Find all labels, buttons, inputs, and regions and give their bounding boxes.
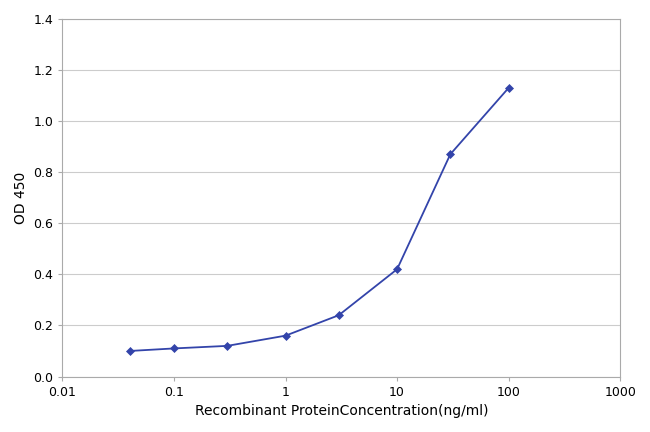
X-axis label: Recombinant ProteinConcentration(ng/ml): Recombinant ProteinConcentration(ng/ml) (194, 404, 488, 418)
Y-axis label: OD 450: OD 450 (14, 172, 28, 224)
